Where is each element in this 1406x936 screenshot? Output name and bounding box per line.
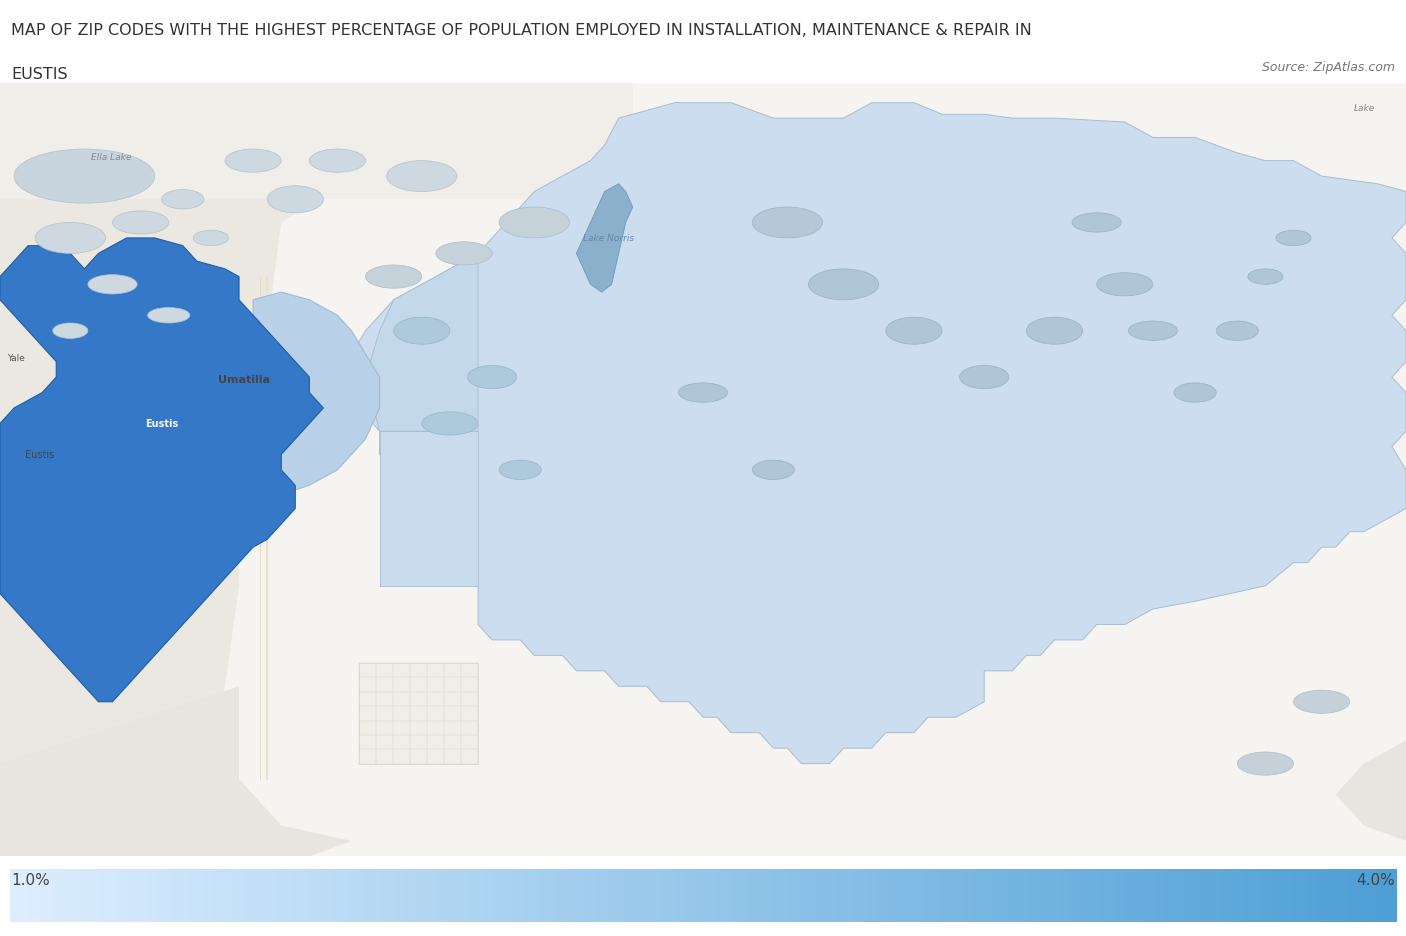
Ellipse shape [808, 270, 879, 300]
Polygon shape [352, 104, 1406, 764]
Text: Yale: Yale [7, 354, 25, 363]
Polygon shape [0, 239, 323, 702]
Ellipse shape [1026, 318, 1083, 344]
Text: Eustis: Eustis [145, 419, 179, 429]
Ellipse shape [422, 413, 478, 435]
Ellipse shape [148, 308, 190, 324]
Ellipse shape [467, 366, 517, 389]
Text: 1.0%: 1.0% [11, 872, 51, 887]
Ellipse shape [1216, 322, 1258, 341]
Text: Source: ZipAtlas.com: Source: ZipAtlas.com [1261, 61, 1395, 74]
Text: Lake: Lake [1354, 104, 1375, 112]
Ellipse shape [1277, 231, 1312, 246]
Ellipse shape [1249, 270, 1284, 285]
Ellipse shape [1294, 691, 1350, 713]
Ellipse shape [752, 461, 794, 480]
Ellipse shape [499, 461, 541, 480]
Polygon shape [380, 431, 478, 586]
Ellipse shape [499, 208, 569, 239]
Text: 4.0%: 4.0% [1355, 872, 1395, 887]
Ellipse shape [436, 242, 492, 266]
Text: Umatilla: Umatilla [218, 374, 270, 384]
Ellipse shape [194, 231, 228, 246]
Text: MAP OF ZIP CODES WITH THE HIGHEST PERCENTAGE OF POPULATION EMPLOYED IN INSTALLAT: MAP OF ZIP CODES WITH THE HIGHEST PERCEN… [11, 23, 1032, 38]
Ellipse shape [112, 212, 169, 235]
Ellipse shape [225, 150, 281, 173]
Ellipse shape [1237, 753, 1294, 775]
Ellipse shape [959, 366, 1010, 389]
Ellipse shape [752, 208, 823, 239]
Polygon shape [239, 293, 380, 509]
Text: Lake Norris: Lake Norris [583, 234, 634, 243]
Ellipse shape [1128, 322, 1177, 341]
Ellipse shape [886, 318, 942, 344]
Polygon shape [576, 184, 633, 293]
Polygon shape [1336, 740, 1406, 856]
Ellipse shape [309, 150, 366, 173]
Ellipse shape [366, 266, 422, 289]
Bar [0, 84, 633, 200]
Text: Eustis: Eustis [25, 450, 53, 460]
Polygon shape [359, 664, 478, 764]
Polygon shape [366, 255, 478, 431]
Ellipse shape [1174, 384, 1216, 402]
Text: EUSTIS: EUSTIS [11, 67, 67, 82]
Ellipse shape [53, 324, 87, 339]
Polygon shape [0, 84, 352, 818]
Ellipse shape [1097, 273, 1153, 297]
Ellipse shape [678, 384, 728, 402]
Ellipse shape [162, 190, 204, 210]
Ellipse shape [1073, 213, 1122, 233]
Polygon shape [0, 687, 352, 856]
Ellipse shape [267, 186, 323, 213]
Ellipse shape [387, 162, 457, 193]
Ellipse shape [14, 150, 155, 204]
Ellipse shape [35, 223, 105, 255]
Ellipse shape [87, 275, 138, 295]
Text: Ella Lake: Ella Lake [91, 154, 132, 162]
Ellipse shape [394, 318, 450, 344]
